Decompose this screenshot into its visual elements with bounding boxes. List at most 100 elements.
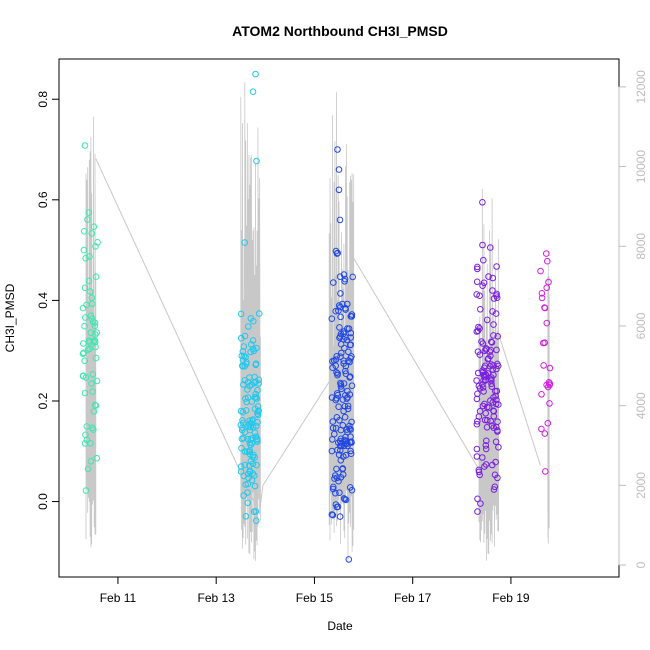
data-point: [335, 166, 343, 173]
data-point: [333, 390, 341, 397]
data-point: [337, 426, 345, 434]
chart-title: ATOM2 Northbound CH3I_PMSD: [232, 23, 448, 39]
data-point: [333, 465, 340, 473]
data-point: [251, 482, 259, 490]
data-point: [541, 304, 549, 312]
data-point: [329, 418, 337, 425]
data-point: [89, 388, 96, 395]
data-point: [241, 448, 249, 455]
data-point: [92, 402, 100, 409]
data-point: [344, 300, 351, 308]
data-point: [238, 435, 246, 443]
data-point: [346, 425, 353, 433]
y2-tick-label: 6000: [634, 312, 648, 339]
data-point: [487, 338, 495, 346]
data-point: [82, 314, 89, 321]
data-point: [242, 395, 249, 402]
data-point: [239, 348, 247, 355]
data-point: [492, 310, 500, 317]
data-point: [335, 186, 343, 194]
data-point: [347, 355, 354, 362]
data-point: [247, 457, 255, 465]
data-point: [334, 146, 341, 153]
data-point: [491, 483, 499, 491]
data-point: [337, 353, 344, 361]
data-point: [252, 70, 259, 78]
data-point: [241, 377, 249, 384]
data-point: [335, 451, 343, 459]
data-point: [473, 377, 480, 384]
data-point: [250, 451, 257, 459]
data-point: [336, 438, 344, 445]
data-point: [340, 271, 348, 278]
data-point: [336, 417, 343, 424]
data-points: [79, 70, 554, 563]
x-tick-label: Feb 17: [394, 591, 432, 605]
data-point: [481, 400, 488, 408]
data-point: [329, 364, 336, 372]
data-point: [490, 486, 498, 493]
data-point: [341, 413, 349, 421]
data-point: [474, 508, 481, 515]
data-point: [241, 461, 249, 469]
data-point: [336, 334, 343, 342]
data-point: [544, 383, 552, 391]
data-point: [251, 429, 259, 437]
x-axis-label: Date: [327, 619, 353, 633]
data-point: [251, 379, 258, 387]
data-point: [479, 381, 486, 388]
data-point: [82, 431, 89, 439]
data-point: [543, 250, 550, 257]
data-point: [344, 387, 351, 395]
data-point: [493, 292, 500, 299]
data-point: [490, 407, 497, 415]
data-point: [80, 246, 88, 254]
data-point: [93, 454, 101, 462]
y-tick-label: 0.8: [36, 91, 50, 108]
data-point: [541, 339, 549, 347]
data-point: [82, 487, 90, 494]
data-point: [341, 278, 348, 285]
data-point: [330, 483, 337, 491]
x-tick-label: Feb 13: [198, 591, 236, 605]
data-point: [335, 403, 342, 411]
data-point: [244, 470, 252, 478]
data-point: [342, 367, 349, 375]
data-point: [483, 345, 490, 352]
data-point: [338, 349, 345, 357]
data-point: [84, 216, 91, 223]
data-point: [341, 403, 349, 410]
data-point: [241, 239, 248, 246]
data-point: [247, 315, 255, 322]
data-point: [335, 477, 342, 485]
data-point: [336, 273, 344, 281]
data-point: [81, 357, 88, 365]
data-point: [239, 408, 247, 416]
data-point: [253, 438, 261, 445]
data-point: [347, 313, 355, 320]
data-point: [88, 315, 96, 322]
data-point: [545, 278, 552, 286]
data-point: [493, 263, 500, 270]
data-point: [339, 465, 347, 472]
data-point: [330, 279, 337, 286]
data-point: [92, 354, 100, 362]
data-point: [479, 454, 486, 461]
data-point: [342, 362, 350, 370]
data-point: [482, 410, 490, 417]
data-point: [337, 313, 344, 321]
data-point: [328, 315, 336, 323]
data-point: [346, 341, 354, 349]
data-point: [90, 426, 97, 433]
data-point: [88, 230, 96, 237]
data-point: [488, 339, 496, 346]
data-point: [473, 420, 481, 428]
data-point: [80, 340, 87, 347]
x-tick-label: Feb 19: [492, 591, 530, 605]
data-point: [331, 430, 338, 438]
data-point: [88, 294, 96, 302]
y2-tick-label: 10000: [634, 150, 648, 184]
data-point: [249, 416, 257, 423]
data-point: [340, 407, 347, 415]
data-point: [249, 88, 257, 95]
